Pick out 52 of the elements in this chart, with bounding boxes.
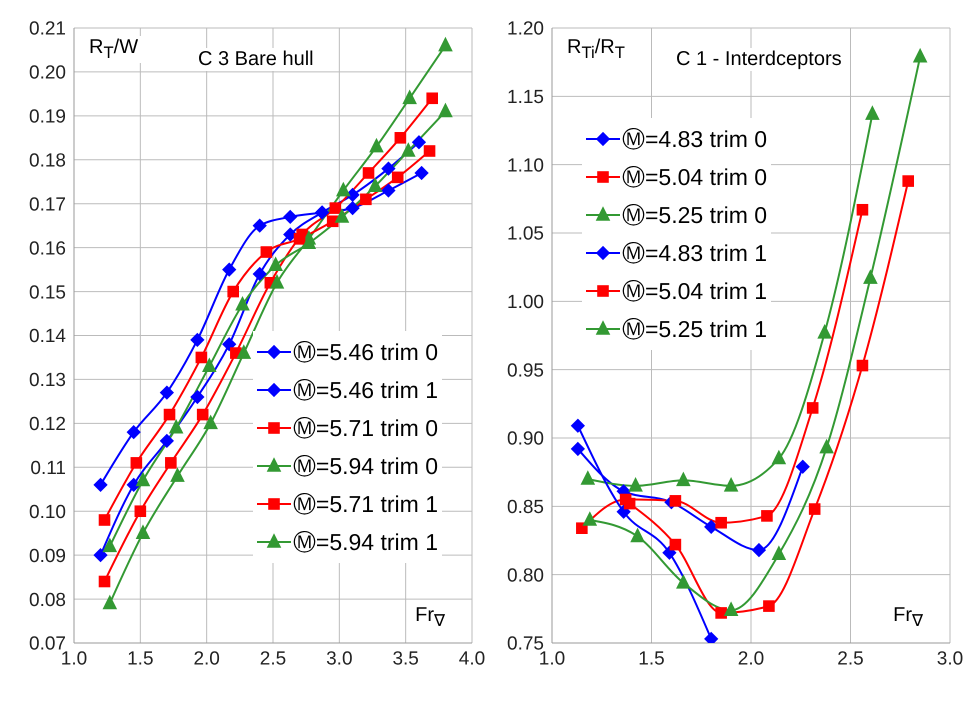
x-tick-label: 4.0	[458, 648, 486, 670]
y-tick-label: 0.85	[507, 497, 544, 518]
y-tick-label: 1.05	[507, 224, 544, 245]
y-tick-label: 0.12	[29, 414, 66, 436]
y-tick-label: 0.14	[29, 326, 66, 348]
y-tick-label: 0.95	[507, 360, 544, 382]
y-tick-label: 1.15	[507, 87, 544, 108]
x-tick-label: 1.5	[638, 648, 665, 670]
legend-label: Ⓜ=5.25 trim 1	[622, 314, 768, 344]
y-tick-label: 1.00	[507, 292, 544, 314]
x-tick-label: 2.0	[193, 648, 220, 670]
x-tick-label: 2.0	[738, 648, 764, 670]
y-tick-label: 0.90	[507, 428, 544, 450]
y-tick-label: 0.18	[29, 150, 66, 172]
x-axis-title: Fr$_{∇}$	[412, 604, 448, 631]
legend-label: Ⓜ=5.46 trim 0	[292, 338, 438, 366]
y-tick-label: 0.80	[507, 565, 544, 586]
text: C 1 - Interdceptors	[672, 48, 846, 71]
y-tick-label: 0.19	[29, 106, 66, 128]
y-axis-title: R$_{T}$/W	[86, 36, 142, 63]
legend-label: Ⓜ=5.46 trim 1	[292, 376, 438, 404]
legend-label: Ⓜ=4.83 trim 0	[622, 124, 768, 154]
y-tick-label: 0.21	[29, 18, 66, 40]
x-tick-label: 3.0	[936, 648, 964, 670]
y-tick-label: 1.20	[507, 18, 544, 40]
y-tick-label: 1.10	[507, 155, 544, 176]
y-tick-label: 0.16	[29, 238, 66, 260]
x-tick-label: 1.5	[127, 648, 154, 670]
y-tick-label: 0.08	[29, 590, 66, 611]
x-tick-label: 2.5	[837, 648, 864, 670]
legend-label: Ⓜ=5.25 trim 0	[622, 200, 768, 230]
legend-label: Ⓜ=5.94 trim 0	[292, 452, 438, 480]
y-tick-label: 0.09	[29, 546, 66, 567]
y-tick-label: 0.17	[29, 194, 66, 216]
y-tick-label: 0.13	[29, 370, 66, 392]
y-tick-label: 0.10	[29, 502, 66, 523]
x-tick-label: 3.5	[392, 648, 419, 670]
y-axis-title: R$_{Ti}$/R$_{T}$	[564, 36, 628, 63]
y-tick-label: 0.20	[29, 62, 66, 84]
legend-label: Ⓜ=5.04 trim 1	[622, 276, 768, 306]
legend-label: Ⓜ=4.83 trim 1	[622, 238, 768, 268]
x-tick-label: 2.5	[260, 648, 286, 670]
x-axis-title: Fr$_{∇}$	[890, 604, 926, 631]
legend-label: Ⓜ=5.71 trim 1	[292, 490, 438, 518]
legend-label: Ⓜ=5.94 trim 1	[292, 528, 438, 556]
legend-label: Ⓜ=5.04 trim 0	[622, 162, 768, 192]
text: C 3 Bare hull	[194, 48, 318, 71]
y-tick-label: 0.15	[29, 282, 66, 304]
y-tick-label: 0.11	[30, 458, 66, 480]
x-tick-label: 1.0	[60, 648, 88, 670]
x-tick-label: 3.0	[326, 648, 353, 670]
legend-label: Ⓜ=5.71 trim 0	[292, 414, 438, 442]
